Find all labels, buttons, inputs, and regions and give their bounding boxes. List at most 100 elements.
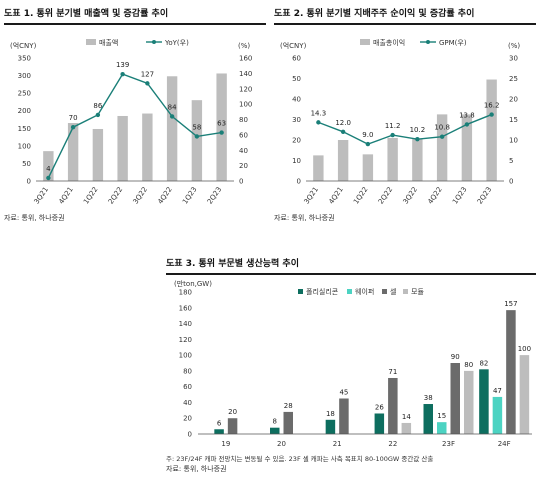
chart-2-category-label: 3Q21 xyxy=(303,186,320,206)
chart-1-left-unit: (억CNY) xyxy=(10,42,37,50)
chart-1-line-point xyxy=(95,112,101,118)
chart-2-line-point xyxy=(365,141,371,147)
chart-1-left-tick-label: 150 xyxy=(18,125,31,133)
chart-1-bar xyxy=(117,115,128,181)
chart-3-data-label: 6 xyxy=(217,419,222,427)
chart-3-tick-label: 160 xyxy=(179,304,192,312)
chart-1-left-tick-label: 300 xyxy=(18,72,31,80)
chart-2-legend-bar-label: 매출총이익 xyxy=(373,38,405,47)
chart-1-data-label: 139 xyxy=(116,61,129,69)
chart-3-data-label: 8 xyxy=(273,418,277,426)
chart-3-data-label: 82 xyxy=(479,359,488,367)
chart-1-right-tick-label: 140 xyxy=(239,70,252,78)
chart-1-left-tick-label: 100 xyxy=(18,142,31,150)
chart-1-category-label: 4Q21 xyxy=(57,186,74,206)
chart-1-right-tick-label: 40 xyxy=(239,147,248,155)
chart-3-data-label: 47 xyxy=(493,387,502,395)
chart-1-title: 도표 1. 통위 분기별 매출액 및 증감률 추이 xyxy=(4,9,169,19)
chart-3-legend-swatch xyxy=(403,289,408,294)
chart-3-tick-label: 40 xyxy=(183,399,192,407)
chart-1-bar xyxy=(216,73,227,181)
chart-2-line-series xyxy=(318,113,492,145)
chart-3-bar xyxy=(519,355,530,434)
chart-1-category-label: 2Q22 xyxy=(107,186,124,206)
chart-3-bar xyxy=(227,418,238,434)
chart-2-legend-bar-swatch xyxy=(360,39,370,45)
chart-1-bar xyxy=(166,76,178,181)
chart-1-category-label: 1Q22 xyxy=(82,186,99,206)
chart-3-data-label: 20 xyxy=(228,408,237,416)
chart-3-data-label: 71 xyxy=(388,368,397,376)
chart-2-panel: 도표 2. 통위 분기별 지배주주 순이익 및 증감률 추이 (억CNY) (%)… xyxy=(270,0,539,230)
chart-3-bar xyxy=(450,363,460,434)
chart-3-tick-label: 20 xyxy=(183,415,192,423)
chart-2-left-unit: (억CNY) xyxy=(280,42,307,50)
chart-2-category-label: 2Q23 xyxy=(476,186,493,206)
chart-2-right-tick-label: 0 xyxy=(509,178,513,186)
chart-2-data-label: 10.2 xyxy=(410,126,426,134)
chart-2-data-label: 9.0 xyxy=(362,131,373,139)
chart-3-category-label: 21 xyxy=(333,440,342,448)
chart-3-data-label: 157 xyxy=(504,300,517,308)
chart-3-bar xyxy=(464,370,474,434)
chart-2-right-tick-label: 10 xyxy=(509,137,518,145)
chart-3-title-rule xyxy=(166,273,536,275)
chart-2-right-tick-label: 5 xyxy=(509,157,513,165)
chart-3-legend-label: 웨이퍼 xyxy=(355,287,374,296)
chart-3-data-label: 18 xyxy=(326,410,335,418)
chart-2-data-label: 13.8 xyxy=(459,111,475,119)
chart-2-legend-line-marker xyxy=(426,40,430,44)
chart-2-bar xyxy=(436,114,448,181)
chart-3-category-label: 22 xyxy=(388,440,397,448)
chart-1-data-label: 70 xyxy=(69,114,78,122)
chart-2-data-label: 12.0 xyxy=(335,119,351,127)
chart-3-category-label: 24F xyxy=(498,440,511,448)
chart-3-bar xyxy=(479,369,489,434)
chart-2-bar xyxy=(387,137,398,181)
chart-1-data-label: 127 xyxy=(141,70,154,78)
chart-3-category-label: 20 xyxy=(277,440,286,448)
chart-3-tick-label: 60 xyxy=(183,383,192,391)
chart-1-category-label: 3Q21 xyxy=(33,186,50,206)
chart-2-legend-line-label: GPM(우) xyxy=(439,39,467,47)
chart-1-svg: (억CNY) (%) 0 50 100 150 200 250 300 350 0 20 40 60 80 1… xyxy=(10,38,252,206)
chart-1-data-label: 86 xyxy=(93,102,102,110)
chart-1-line-point xyxy=(194,134,200,139)
chart-1-left-tick-label: 350 xyxy=(18,55,31,63)
chart-2-data-label: 14.3 xyxy=(311,109,327,117)
chart-3-bar xyxy=(388,377,398,434)
chart-3-legend-label: 폴리실리콘 xyxy=(306,287,339,296)
chart-2-left-tick-label: 10 xyxy=(292,157,301,165)
chart-2-title-rule xyxy=(274,23,536,25)
chart-3-tick-label: 100 xyxy=(179,352,192,360)
chart-3-data-label: 26 xyxy=(375,403,384,411)
chart-2-right-tick-label: 15 xyxy=(509,116,518,124)
chart-2-right-tick-label: 25 xyxy=(509,75,518,83)
chart-1-data-label: 58 xyxy=(192,123,201,131)
chart-1-legend-bar-label: 매출액 xyxy=(99,38,118,47)
chart-3-bar xyxy=(423,404,433,434)
chart-1-line-point xyxy=(70,124,76,130)
chart-2-line-point xyxy=(439,134,445,139)
chart-3-bar xyxy=(401,422,412,434)
chart-3-bar xyxy=(214,429,224,434)
chart-3-data-label: 100 xyxy=(518,345,531,353)
chart-1-title-rule xyxy=(4,23,266,25)
chart-2-left-tick-label: 0 xyxy=(297,178,301,186)
chart-2-line-point xyxy=(316,120,321,125)
chart-2-category-label: 2Q22 xyxy=(377,186,394,206)
chart-3-tick-label: 180 xyxy=(179,289,192,297)
chart-3-data-label: 45 xyxy=(339,389,348,397)
chart-3-source: 자료: 통위, 하나증권 xyxy=(166,465,227,473)
chart-3-tick-label: 140 xyxy=(179,320,192,328)
chart-3-legend-label: 모듈 xyxy=(411,288,424,296)
chart-3-data-label: 14 xyxy=(402,413,411,421)
chart-3-tick-label: 80 xyxy=(183,367,192,375)
chart-3-legend-swatch xyxy=(382,289,387,294)
chart-1-line-point xyxy=(219,130,224,135)
chart-1-right-tick-label: 120 xyxy=(239,85,252,93)
chart-1-right-tick-label: 80 xyxy=(239,116,248,124)
chart-2-category-label: 1Q23 xyxy=(451,186,468,206)
chart-1-category-label: 4Q22 xyxy=(156,186,173,206)
chart-3-bar xyxy=(283,411,293,434)
